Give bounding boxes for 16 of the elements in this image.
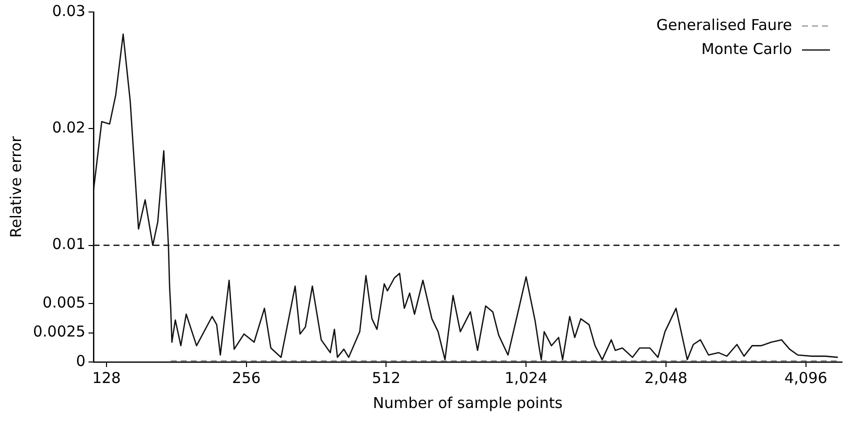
x-tick-label: 4,096 <box>784 368 828 387</box>
x-tick-label: 2,048 <box>644 368 688 387</box>
y-axis-title: Relative error <box>6 135 25 238</box>
y-tick-label: 0.0025 <box>32 322 86 341</box>
legend-label: Generalised Faure <box>656 16 792 34</box>
x-axis-title: Number of sample points <box>372 394 563 412</box>
legend-label: Monte Carlo <box>701 40 792 58</box>
y-tick-label: 0 <box>76 352 86 370</box>
y-tick-label: 0.005 <box>42 294 86 312</box>
y-tick-label: 0.02 <box>52 118 86 137</box>
x-tick-label: 256 <box>232 368 261 387</box>
y-tick-label: 0.01 <box>52 235 86 254</box>
x-tick-label: 128 <box>92 368 121 387</box>
y-tick-label: 0.03 <box>52 2 86 20</box>
x-tick-label: 1,024 <box>504 368 548 387</box>
x-tick-label: 512 <box>372 368 401 387</box>
